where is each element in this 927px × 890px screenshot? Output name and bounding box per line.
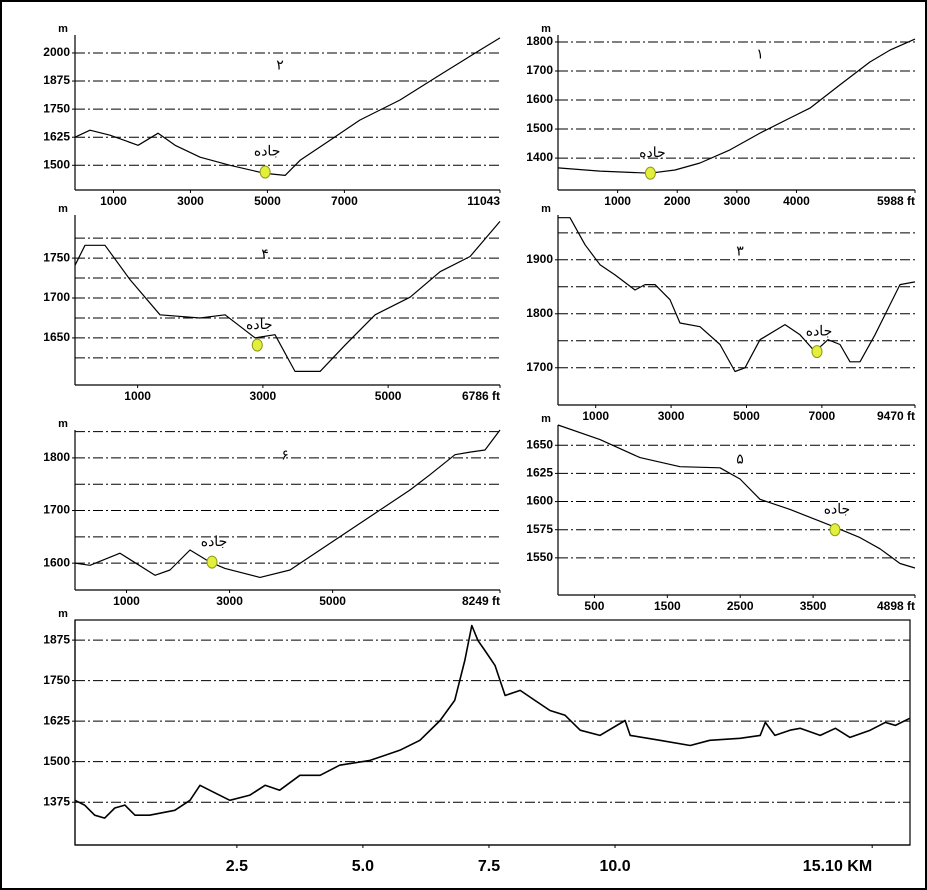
- road-label: جاده: [246, 316, 273, 332]
- road-marker: [644, 166, 656, 180]
- y-tick-label: 1600: [526, 92, 553, 106]
- y-unit: m: [541, 23, 551, 35]
- y-tick-label: 1400: [526, 150, 553, 164]
- y-tick-label: 1750: [43, 250, 70, 264]
- y-unit: m: [58, 23, 68, 35]
- x-tick-label: 7.5: [478, 858, 500, 875]
- x-tick-label: 2.5: [226, 858, 248, 875]
- profile-line: [557, 424, 916, 569]
- x-tick-label: 2500: [727, 599, 754, 613]
- x-tick-label: 4898 ft: [877, 599, 915, 613]
- plot-frame: [74, 619, 911, 846]
- x-tick-label: 1000: [100, 194, 127, 208]
- chart-title: ۵: [736, 451, 744, 467]
- x-tick-label: 1000: [113, 594, 140, 608]
- profile-line: [74, 624, 911, 819]
- chart-title: ۴: [261, 246, 269, 262]
- y-tick-label: 1700: [526, 360, 553, 374]
- y-tick-label: 1900: [526, 252, 553, 266]
- y-tick-label: 1650: [43, 330, 70, 344]
- chart-title: ۲: [276, 57, 284, 73]
- road-label: جاده: [824, 500, 851, 516]
- road-label: جاده: [201, 533, 228, 549]
- x-tick-label: 1000: [582, 409, 609, 423]
- y-tick-label: 1800: [526, 34, 553, 48]
- y-tick-label: 1700: [43, 503, 70, 517]
- road-label: جاده: [254, 143, 281, 159]
- road-marker: [811, 345, 823, 359]
- y-unit: m: [58, 608, 68, 620]
- y-tick-label: 1500: [43, 157, 70, 171]
- x-tick-label: 11043: [467, 194, 500, 208]
- y-tick-label: 1575: [526, 522, 553, 536]
- x-tick-label: 5000: [254, 194, 281, 208]
- x-tick-label: 1000: [124, 389, 151, 403]
- y-tick-label: 1750: [43, 101, 70, 115]
- road-marker: [251, 338, 263, 352]
- x-tick-label: 1000: [604, 194, 631, 208]
- road-label: جاده: [639, 144, 666, 160]
- y-tick-label: 1500: [43, 754, 70, 768]
- x-tick-label: 4000: [783, 194, 810, 208]
- road-marker: [259, 165, 271, 179]
- road-marker: [829, 523, 841, 537]
- y-tick-label: 1600: [526, 494, 553, 508]
- road-marker: [206, 555, 218, 569]
- y-tick-label: 1600: [43, 555, 70, 569]
- x-tick-label: 3000: [724, 194, 751, 208]
- road-label: جاده: [806, 322, 833, 338]
- x-tick-label: 7000: [331, 194, 358, 208]
- x-tick-label: 6786 ft: [462, 389, 500, 403]
- x-tick-label: 5.0: [352, 858, 374, 875]
- y-tick-label: 1625: [43, 713, 70, 727]
- x-tick-label: 2000: [664, 194, 691, 208]
- x-tick-label: 8249 ft: [462, 594, 500, 608]
- chart-title: ۳: [736, 243, 744, 259]
- profile-line: [74, 221, 501, 372]
- y-unit: m: [541, 203, 551, 215]
- y-tick-label: 1800: [43, 450, 70, 464]
- x-tick-label: 3000: [216, 594, 243, 608]
- x-tick-label: 5000: [733, 409, 760, 423]
- y-tick-label: 1500: [526, 121, 553, 135]
- chart-title: ۱: [756, 46, 764, 62]
- y-tick-label: 1875: [43, 632, 70, 646]
- x-tick-label: 3000: [250, 389, 277, 403]
- x-tick-label: 5000: [375, 389, 402, 403]
- y-tick-label: 1550: [526, 550, 553, 564]
- x-tick-label: 3000: [658, 409, 685, 423]
- y-unit: m: [58, 418, 68, 430]
- profile-line: [558, 217, 916, 373]
- x-tick-label: 9470 ft: [877, 409, 915, 423]
- x-tick-label: 500: [584, 599, 604, 613]
- x-tick-label: 3500: [800, 599, 827, 613]
- y-tick-label: 2000: [43, 45, 70, 59]
- y-tick-label: 1700: [43, 290, 70, 304]
- y-unit: m: [58, 203, 68, 215]
- x-tick-label: 15.10 KM: [803, 858, 872, 875]
- y-tick-label: 1650: [526, 437, 553, 451]
- y-unit: m: [541, 413, 551, 425]
- x-tick-label: 10.0: [599, 858, 630, 875]
- y-tick-label: 1625: [43, 129, 70, 143]
- x-tick-label: 5000: [319, 594, 346, 608]
- y-tick-label: 1700: [526, 63, 553, 77]
- y-tick-label: 1875: [43, 73, 70, 87]
- y-tick-label: 1625: [526, 466, 553, 480]
- x-tick-label: 7000: [809, 409, 836, 423]
- x-tick-label: 1500: [654, 599, 681, 613]
- y-tick-label: 1800: [526, 306, 553, 320]
- chart-title: ۶: [281, 447, 289, 463]
- y-tick-label: 1750: [43, 673, 70, 687]
- profile-line: [74, 429, 501, 578]
- x-tick-label: 5988 ft: [877, 194, 915, 208]
- x-tick-label: 3000: [177, 194, 204, 208]
- y-tick-label: 1375: [43, 794, 70, 808]
